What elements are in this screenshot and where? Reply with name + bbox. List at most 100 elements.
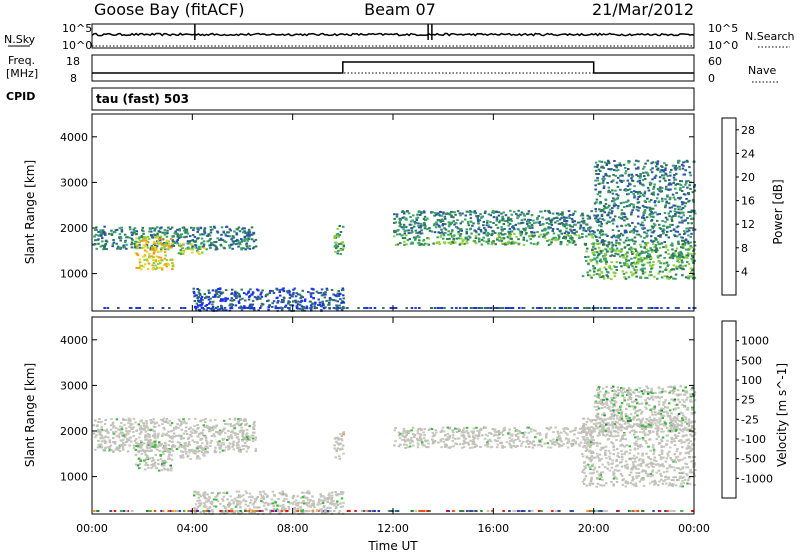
echo-cell xyxy=(265,294,268,296)
echo-cell xyxy=(611,189,614,191)
echo-cell xyxy=(335,456,338,458)
echo-cell xyxy=(401,217,404,219)
echo-cell xyxy=(644,277,647,279)
echo-cell xyxy=(582,469,585,471)
echo-cell xyxy=(399,224,402,226)
echo-cell xyxy=(639,180,642,182)
echo-cell xyxy=(363,307,366,309)
echo-cell xyxy=(635,276,638,278)
echo-cell xyxy=(675,274,678,276)
echo-cell xyxy=(233,441,236,443)
echo-cell xyxy=(333,307,336,309)
echo-cell xyxy=(637,453,640,455)
echo-cell xyxy=(671,479,674,481)
echo-cell xyxy=(183,236,186,238)
echo-cell xyxy=(419,214,422,216)
echo-cell xyxy=(641,264,644,266)
echo-cell xyxy=(636,230,639,232)
echo-cell xyxy=(644,242,647,244)
echo-cell xyxy=(498,211,501,213)
echo-cell xyxy=(654,205,657,207)
echo-cell xyxy=(466,228,469,230)
echo-cell xyxy=(417,439,420,441)
echo-cell xyxy=(136,253,139,255)
echo-cell xyxy=(670,169,673,171)
mhz-label: [MHz] xyxy=(6,67,38,80)
echo-cell xyxy=(666,262,669,264)
echo-cell xyxy=(556,228,559,230)
echo-cell xyxy=(684,479,687,481)
nsky-tick-low-left: 10^0 xyxy=(62,39,92,52)
echo-cell xyxy=(677,242,680,244)
echo-cell xyxy=(591,249,594,251)
echo-cell xyxy=(652,161,655,163)
echo-cell xyxy=(218,440,221,442)
echo-cell xyxy=(203,247,206,249)
echo-cell xyxy=(417,225,420,227)
echo-cell xyxy=(201,442,204,444)
echo-cell xyxy=(131,238,134,240)
echo-cell xyxy=(432,432,435,434)
echo-cell xyxy=(591,237,594,239)
echo-cell xyxy=(563,430,566,432)
echo-cell xyxy=(652,216,655,218)
echo-cell xyxy=(322,303,325,305)
echo-cell xyxy=(410,221,413,223)
echo-cell xyxy=(557,437,560,439)
echo-cell xyxy=(422,431,425,433)
echo-cell xyxy=(192,429,195,431)
echo-cell xyxy=(395,221,398,223)
echo-cell xyxy=(629,445,632,447)
echo-cell xyxy=(685,239,688,241)
echo-cell xyxy=(675,461,678,463)
echo-cell xyxy=(613,200,616,202)
echo-cell xyxy=(524,219,527,221)
echo-cell xyxy=(154,441,157,443)
echo-cell xyxy=(135,449,138,451)
echo-cell xyxy=(441,307,444,309)
echo-cell xyxy=(144,263,147,265)
echo-cell xyxy=(229,228,232,230)
echo-cell xyxy=(152,307,155,309)
echo-cell xyxy=(498,432,501,434)
echo-cell xyxy=(515,242,518,244)
echo-cell xyxy=(136,267,139,269)
echo-cell xyxy=(658,200,661,202)
echo-cell xyxy=(212,289,215,291)
echo-cell xyxy=(196,424,199,426)
echo-cell xyxy=(596,471,599,473)
echo-cell xyxy=(256,298,259,300)
echo-cell xyxy=(152,421,155,423)
echo-cell xyxy=(643,247,646,249)
echo-cell xyxy=(672,278,675,280)
echo-cell xyxy=(674,188,677,190)
echo-cell xyxy=(99,434,102,436)
echo-cell xyxy=(259,307,262,309)
echo-cell xyxy=(494,439,497,441)
echo-cell xyxy=(127,450,130,452)
echo-cell xyxy=(217,291,220,293)
echo-cell xyxy=(466,430,469,432)
echo-cell xyxy=(539,433,542,435)
echo-cell xyxy=(661,200,664,202)
echo-cell xyxy=(657,168,660,170)
echo-cell xyxy=(142,449,145,451)
echo-cell xyxy=(507,433,510,435)
echo-cell xyxy=(597,179,600,181)
echo-cell xyxy=(544,237,547,239)
echo-cell xyxy=(598,183,601,185)
echo-cell xyxy=(100,246,103,248)
echo-cell xyxy=(559,218,562,220)
echo-cell xyxy=(667,265,670,267)
echo-cell xyxy=(643,231,646,233)
echo-cell xyxy=(95,434,98,436)
echo-cell xyxy=(659,176,662,178)
echo-cell xyxy=(606,271,609,273)
echo-cell xyxy=(657,193,660,195)
echo-cell xyxy=(595,243,598,245)
echo-cell xyxy=(608,307,611,309)
echo-cell xyxy=(96,248,99,250)
echo-cell xyxy=(590,210,593,212)
echo-cell xyxy=(686,217,689,219)
echo-cell xyxy=(525,227,528,229)
